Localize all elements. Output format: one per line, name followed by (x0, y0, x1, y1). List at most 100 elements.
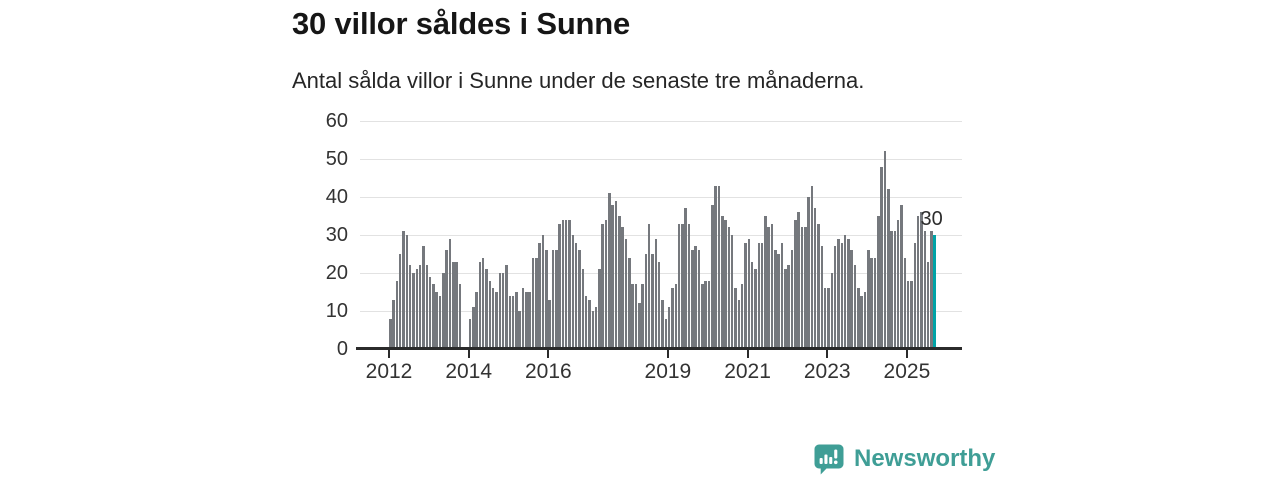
bar (638, 303, 641, 349)
bar (770, 223, 774, 349)
bar (555, 250, 558, 349)
bar (926, 261, 930, 349)
bar (432, 284, 435, 349)
y-tick-label: 30 (325, 224, 348, 246)
bar (750, 261, 754, 349)
bar (498, 273, 502, 349)
bar (644, 254, 648, 349)
bar (651, 254, 654, 349)
bar (774, 250, 777, 349)
bar (568, 219, 571, 349)
bar (853, 265, 857, 349)
bar (870, 257, 873, 349)
x-axis-tick (547, 350, 550, 358)
gridline (360, 159, 962, 160)
bar (717, 185, 721, 349)
bar (890, 231, 893, 349)
bar (478, 261, 482, 349)
x-tick-label: 2019 (644, 360, 692, 383)
bar (641, 284, 644, 349)
x-tick-label: 2021 (724, 360, 771, 383)
bar (472, 307, 475, 349)
bar (800, 227, 804, 349)
bar (847, 238, 850, 349)
bar (528, 292, 531, 349)
x-axis-tick (826, 350, 829, 358)
newsworthy-logo-icon (814, 444, 844, 475)
brand-footer: Newsworthy (812, 442, 995, 476)
bar (860, 295, 863, 349)
bar (807, 197, 810, 349)
bar (654, 238, 658, 349)
bar (863, 292, 867, 349)
y-tick-label: 10 (325, 300, 348, 322)
bar (857, 288, 860, 349)
bar (574, 242, 578, 349)
bar (724, 219, 727, 349)
bar (618, 216, 621, 349)
bar (581, 269, 585, 349)
bar (681, 223, 684, 349)
bar (923, 231, 927, 349)
bar (415, 269, 419, 349)
bar (867, 250, 870, 349)
bar (624, 238, 628, 349)
bar (767, 227, 770, 349)
bar (827, 288, 830, 349)
bar (548, 299, 551, 349)
bar (667, 307, 671, 349)
bar (518, 311, 521, 349)
bar (408, 265, 412, 349)
bar (475, 292, 478, 349)
bar (903, 257, 907, 349)
bar (611, 204, 614, 349)
bar (760, 242, 764, 349)
bar (405, 235, 409, 349)
y-tick-label: 60 (325, 110, 348, 132)
bar (883, 151, 887, 349)
bar (564, 219, 568, 349)
bar (714, 185, 717, 349)
highlighted-bar (933, 235, 936, 349)
bar (521, 288, 525, 349)
bar (737, 299, 741, 349)
bar (694, 246, 697, 349)
bar (608, 193, 611, 349)
bar (664, 318, 668, 349)
bar (422, 246, 425, 349)
bar (930, 231, 933, 349)
bar (887, 189, 890, 349)
bar (511, 295, 515, 349)
bar (425, 265, 429, 349)
bar (677, 223, 681, 349)
gridline (360, 197, 962, 198)
bar (780, 242, 784, 349)
bar (727, 227, 731, 349)
bar (445, 250, 448, 349)
bar (398, 254, 402, 349)
bar (571, 235, 575, 349)
x-axis-tick (666, 350, 669, 358)
bar (551, 250, 555, 349)
bar (561, 219, 565, 349)
bar (684, 208, 687, 349)
bar (757, 242, 761, 349)
bar (584, 295, 588, 349)
x-tick-label: 2023 (803, 360, 851, 383)
bar (628, 257, 631, 349)
bar (877, 216, 880, 349)
bar (614, 200, 618, 349)
bar (594, 307, 598, 349)
bar (797, 212, 800, 349)
bar (428, 276, 432, 349)
y-tick-label: 50 (325, 148, 348, 170)
bar (833, 246, 837, 349)
x-axis-line (356, 347, 962, 350)
bar (402, 231, 405, 349)
gridline (360, 273, 962, 274)
bar (588, 299, 591, 349)
bar (578, 250, 581, 349)
x-axis-tick (467, 350, 470, 358)
bar (817, 223, 820, 349)
bar (671, 288, 674, 349)
